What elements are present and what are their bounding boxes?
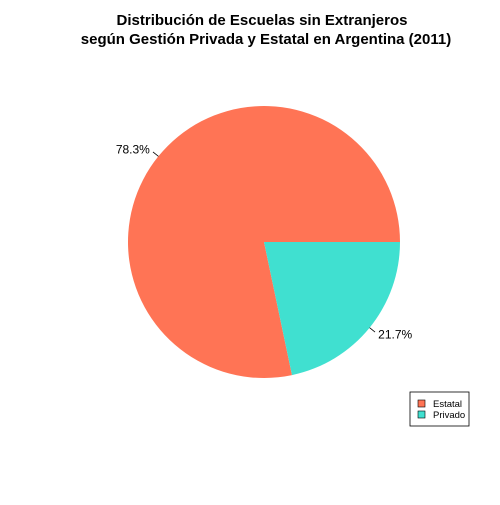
pie-slices <box>128 106 400 378</box>
legend-swatch-estatal <box>417 399 426 408</box>
legend-swatch-privado <box>417 410 426 419</box>
pie-slice-privado <box>264 242 400 376</box>
pie-slice-estatal <box>128 106 400 378</box>
chart-title-line-1: Distribución de Escuelas sin Extranjeros <box>117 12 408 29</box>
legend-box <box>409 391 470 427</box>
legend-label-estatal: Estatal <box>433 399 462 410</box>
slice-label-estatal: 78.3% <box>116 142 150 156</box>
label-tick-privado <box>369 327 376 333</box>
legend: Estatal Privado <box>409 391 470 427</box>
pie-labels: 78.3% 21.7% <box>116 142 413 341</box>
slice-label-privado: 21.7% <box>378 328 412 342</box>
label-tick-estatal <box>152 151 159 157</box>
chart-title-line-2: según Gestión Privada y Estatal en Argen… <box>81 31 451 48</box>
legend-label-privado: Privado <box>433 410 465 421</box>
